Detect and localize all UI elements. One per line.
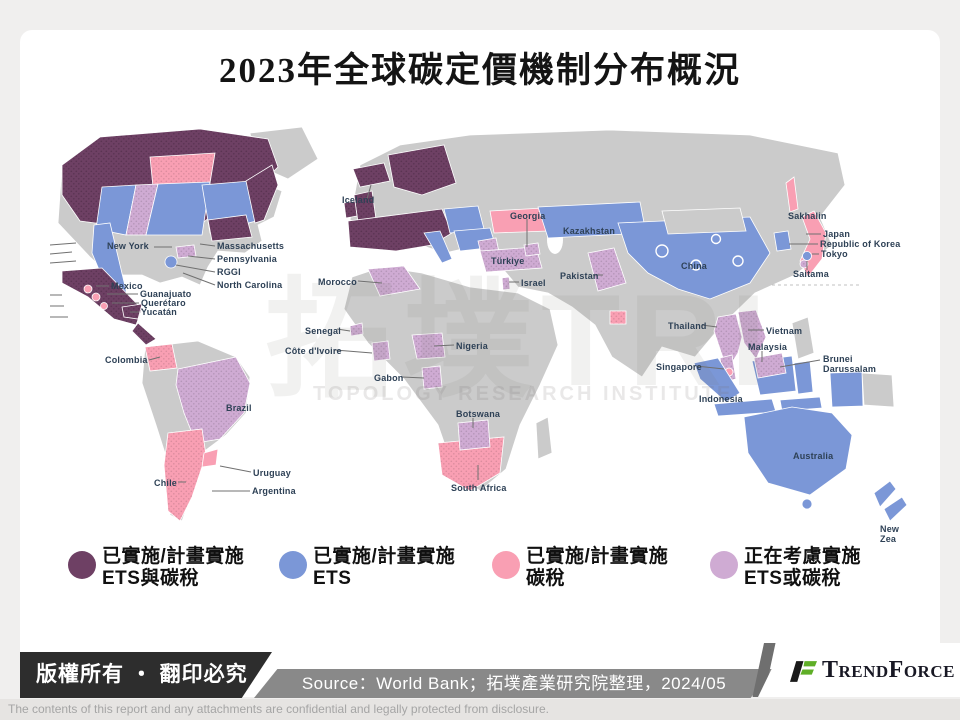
region-europe <box>343 144 549 291</box>
legend-label: 正在考慮實施 <box>744 546 862 567</box>
legend-label: 已實施/計畫實施 <box>102 546 245 567</box>
map-label: Senegal <box>305 326 341 336</box>
legend-dot-tax <box>492 551 520 579</box>
map-label: Guanajuato <box>140 289 192 299</box>
legend-item-considering: 正在考慮實施 ETS或碳稅 <box>710 546 861 590</box>
legend-dot-ets-and-tax <box>68 551 96 579</box>
map-label: South Africa <box>451 483 507 493</box>
map-label: China <box>681 261 708 271</box>
map-label: Morocco <box>318 277 357 287</box>
map-label: New Zea <box>880 524 900 544</box>
map-label: Argentina <box>252 486 296 496</box>
legend-dot-considering <box>710 551 738 579</box>
region-south-america <box>144 343 251 522</box>
map-label: Türkiye <box>491 256 525 266</box>
map-label: Colombia <box>105 355 148 365</box>
map-label: Côte d'Ivoire <box>285 346 342 356</box>
legend-item-tax: 已實施/計畫實施 碳稅 <box>492 546 668 590</box>
map-label: Kazakhstan <box>563 226 616 236</box>
world-map: 拓墣TRI TOPOLOGY RESEARCH INSTITUTE <box>50 125 908 550</box>
legend-item-ets-and-tax: 已實施/計畫實施 ETS與碳稅 <box>68 546 244 590</box>
leader-lines <box>50 184 862 492</box>
page-title: 2023年全球碳定價機制分布概況 <box>218 51 741 90</box>
brand-name: TrendForce <box>822 657 955 683</box>
map-label: Brazil <box>226 403 252 413</box>
legend-label: 已實施/計畫實施 <box>526 546 669 567</box>
copyright-badge: 版權所有 ‧ 翻印必究 <box>20 652 272 698</box>
map-label: New York <box>107 241 149 251</box>
map-label: Chile <box>154 478 178 488</box>
map-label: Gabon <box>374 373 404 383</box>
legend-label: 已實施/計畫實施 <box>313 546 456 567</box>
legend-item-ets: 已實施/計畫實施 ETS <box>279 546 455 590</box>
world-map-svg <box>50 126 908 522</box>
map-label: Indonesia <box>699 394 743 404</box>
map-label: Pennsylvania <box>217 254 277 264</box>
map-label: Mexico <box>111 281 143 291</box>
disclaimer-text: The contents of this report and any atta… <box>0 699 960 720</box>
map-label: Tokyo <box>821 249 848 259</box>
legend-label: 碳稅 <box>526 568 566 589</box>
map-label: Singapore <box>656 362 702 372</box>
legend-label: ETS <box>313 568 352 589</box>
map-label: Israel <box>521 278 546 288</box>
map-label: North Carolina <box>217 280 283 290</box>
map-label: Japan <box>823 229 851 239</box>
legend-dot-ets <box>279 551 307 579</box>
region-north-america <box>61 128 279 346</box>
map-label: Sakhalin <box>788 211 827 221</box>
legend-label: ETS或碳稅 <box>744 568 841 589</box>
map-label: Republic of Korea <box>820 239 901 249</box>
region-africa <box>349 265 505 492</box>
map-label: Vietnam <box>766 326 803 336</box>
legend-label: ETS與碳稅 <box>102 568 199 589</box>
map-label: Uruguay <box>253 468 291 478</box>
map-label: Botswana <box>456 409 501 419</box>
map-label: Nigeria <box>456 341 488 351</box>
map-label: Georgia <box>510 211 546 221</box>
map-label: Querétaro <box>141 298 186 308</box>
map-label: Yucatán <box>141 307 177 317</box>
map-label: Iceland <box>342 195 375 205</box>
map-label: Australia <box>793 451 834 461</box>
region-asia <box>537 176 864 417</box>
map-label: Malaysia <box>748 342 788 352</box>
trendforce-icon <box>790 661 817 682</box>
map-label: Massachusetts <box>217 241 285 251</box>
map-label: Thailand <box>668 321 707 331</box>
trendforce-logo: TrendForce <box>758 643 960 697</box>
map-label: Pakistan <box>560 271 599 281</box>
map-label: Saitama <box>793 269 829 279</box>
map-label: Brunei Darussalam <box>823 354 877 374</box>
map-label: RGGI <box>217 267 241 277</box>
source-bar: Source：World Bank；拓墣產業研究院整理，2024/05 <box>254 669 774 698</box>
region-oceania <box>743 406 908 522</box>
